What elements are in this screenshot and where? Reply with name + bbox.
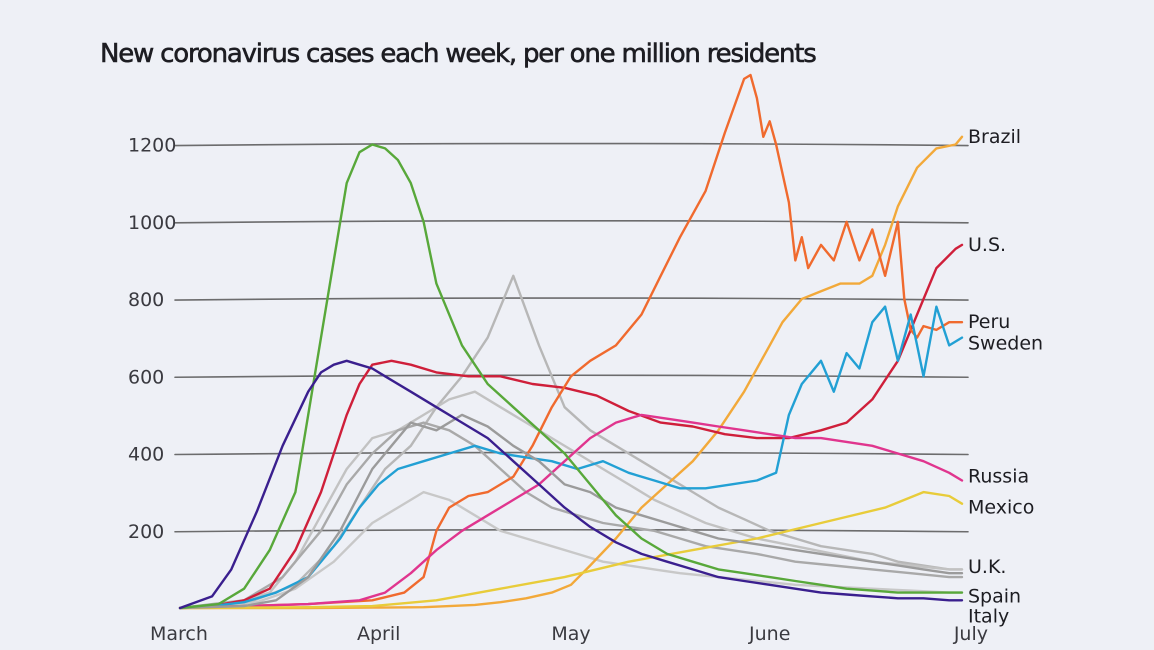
y-tick-label: 1000 [128,212,176,234]
y-axis-ticks: 200 400 600 800 1000 1200 [128,135,176,543]
series-label-spain: Spain [968,586,1021,608]
series-label-brazil: Brazil [968,126,1021,148]
gridline-1200 [174,142,969,147]
gridlines [174,142,969,533]
y-tick-label: 200 [128,521,164,543]
series-line-sweden-3 [178,305,964,610]
series-line-italy-8 [178,359,964,610]
x-axis-ticks: March April May June July [150,623,988,645]
series-label-peru: Peru [968,311,1010,333]
series-label-u-s: U.S. [968,234,1006,256]
series-label-italy: Italy [968,606,1009,628]
x-tick-label: May [551,623,590,645]
y-tick-label: 1200 [128,135,176,157]
series-lines [178,73,964,610]
gridline-1000 [174,219,969,224]
series-line-peru-2 [178,73,964,610]
gridline-800 [174,297,969,301]
chart-title: New coronavirus cases each week, per one… [100,39,816,69]
x-tick-label: July [953,623,988,645]
y-tick-label: 600 [128,366,164,388]
series-line-spain-7 [178,143,964,610]
x-tick-label: April [357,623,400,645]
gridline-400 [174,451,969,456]
series-line-unlabeled-9 [178,274,964,610]
x-tick-label: March [150,623,208,645]
y-tick-label: 400 [128,444,164,466]
series-line-unlabeled-11 [178,421,964,610]
series-line-mexico-5 [178,490,964,610]
series-label-russia: Russia [968,466,1029,488]
series-line-russia-4 [178,413,964,610]
series-line-unlabeled-10 [178,390,964,610]
gridline-600 [174,374,969,379]
series-label-sweden: Sweden [968,333,1043,355]
series-line-brazil-0 [178,135,964,610]
series-label-u-k: U.K. [968,556,1006,578]
x-tick-label: June [748,623,790,645]
gridline-200 [174,528,969,533]
series-label-mexico: Mexico [968,497,1034,519]
y-tick-label: 800 [128,289,164,311]
